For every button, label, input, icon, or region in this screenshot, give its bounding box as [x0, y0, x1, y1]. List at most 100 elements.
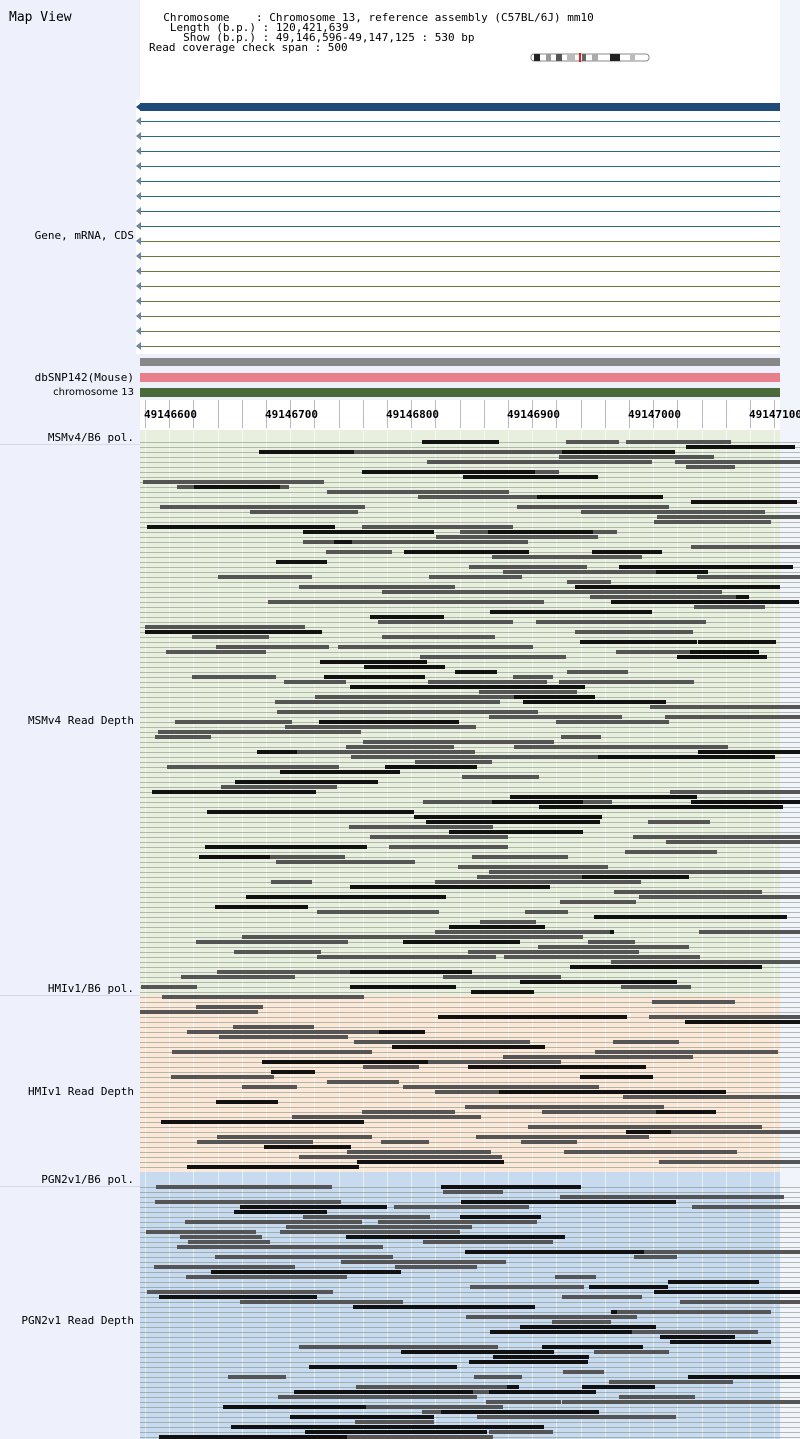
read-segment[interactable]	[566, 440, 619, 444]
read-segment[interactable]	[465, 1250, 644, 1254]
read-segment[interactable]	[625, 850, 717, 854]
read-segment[interactable]	[699, 930, 800, 934]
read-segment[interactable]	[356, 1385, 507, 1389]
read-segment[interactable]	[626, 745, 728, 749]
read-segment[interactable]	[372, 1060, 496, 1064]
read-segment[interactable]	[666, 840, 800, 844]
read-segment[interactable]	[171, 1075, 274, 1079]
transcript-line[interactable]	[140, 181, 780, 182]
read-segment[interactable]	[435, 1090, 499, 1094]
read-segment[interactable]	[240, 1300, 403, 1304]
read-segment[interactable]	[460, 1215, 541, 1219]
read-segment[interactable]	[234, 950, 321, 954]
read-segment[interactable]	[690, 650, 759, 654]
read-segment[interactable]	[292, 1115, 481, 1119]
read-segment[interactable]	[513, 675, 553, 679]
read-segment[interactable]	[140, 1010, 258, 1014]
read-segment[interactable]	[537, 495, 663, 499]
read-segment[interactable]	[472, 855, 568, 859]
read-segment[interactable]	[697, 575, 800, 579]
read-segment[interactable]	[215, 905, 308, 909]
read-segment[interactable]	[156, 1185, 332, 1189]
read-segment[interactable]	[686, 445, 795, 449]
read-segment[interactable]	[659, 1160, 800, 1164]
read-segment[interactable]	[197, 1140, 313, 1144]
read-segment[interactable]	[223, 1405, 366, 1409]
read-segment[interactable]	[353, 1305, 535, 1309]
read-segment[interactable]	[277, 710, 446, 714]
read-segment[interactable]	[382, 635, 495, 639]
transcript-line[interactable]	[140, 151, 780, 152]
read-segment[interactable]	[628, 1380, 733, 1384]
read-segment[interactable]	[492, 460, 652, 464]
read-segment[interactable]	[438, 1015, 627, 1019]
read-segment[interactable]	[613, 1090, 726, 1094]
read-segment[interactable]	[555, 1275, 596, 1279]
read-segment[interactable]	[346, 1430, 397, 1434]
read-segment[interactable]	[665, 715, 800, 719]
read-segment[interactable]	[580, 1075, 653, 1079]
read-segment[interactable]	[520, 1325, 656, 1329]
read-segment[interactable]	[613, 1040, 679, 1044]
read-segment[interactable]	[563, 1370, 604, 1374]
read-segment[interactable]	[366, 695, 514, 699]
read-segment[interactable]	[423, 1240, 553, 1244]
read-segment[interactable]	[504, 955, 641, 959]
read-segment[interactable]	[352, 540, 528, 544]
read-segment[interactable]	[474, 1285, 584, 1289]
read-segment[interactable]	[582, 1385, 655, 1389]
read-segment[interactable]	[196, 940, 348, 944]
read-segment[interactable]	[392, 1045, 545, 1049]
read-segment[interactable]	[492, 800, 583, 804]
read-segment[interactable]	[567, 580, 611, 584]
read-segment[interactable]	[349, 825, 493, 829]
read-segment[interactable]	[594, 1350, 669, 1354]
read-segment[interactable]	[698, 640, 776, 644]
read-segment[interactable]	[523, 700, 666, 704]
read-segment[interactable]	[698, 750, 800, 754]
read-segment[interactable]	[686, 465, 735, 469]
read-segment[interactable]	[245, 855, 345, 859]
read-segment[interactable]	[216, 1100, 278, 1104]
read-segment[interactable]	[194, 485, 280, 489]
read-segment[interactable]	[559, 680, 694, 684]
read-segment[interactable]	[677, 655, 767, 659]
transcript-line[interactable]	[140, 331, 780, 332]
read-segment[interactable]	[474, 1375, 522, 1379]
read-segment[interactable]	[469, 1360, 588, 1364]
read-segment[interactable]	[231, 1425, 433, 1429]
read-segment[interactable]	[520, 980, 677, 984]
read-segment[interactable]	[611, 960, 800, 964]
read-segment[interactable]	[559, 455, 714, 459]
transcript-line[interactable]	[140, 211, 780, 212]
read-segment[interactable]	[246, 895, 446, 899]
read-segment[interactable]	[586, 1200, 676, 1204]
read-segment[interactable]	[415, 760, 492, 764]
read-segment[interactable]	[503, 570, 656, 574]
read-segment[interactable]	[590, 595, 736, 599]
read-segment[interactable]	[415, 600, 544, 604]
read-segment[interactable]	[493, 1350, 554, 1354]
read-segment[interactable]	[616, 650, 728, 654]
read-segment[interactable]	[244, 810, 363, 814]
read-segment[interactable]	[338, 645, 533, 649]
read-segment[interactable]	[268, 600, 460, 604]
read-segment[interactable]	[236, 1135, 299, 1139]
read-segment[interactable]	[463, 475, 598, 479]
read-segment[interactable]	[160, 505, 365, 509]
read-segment[interactable]	[155, 1200, 341, 1204]
read-segment[interactable]	[264, 1145, 351, 1149]
read-segment[interactable]	[147, 1290, 333, 1294]
read-segment[interactable]	[240, 1205, 387, 1209]
read-segment[interactable]	[381, 935, 583, 939]
read-segment[interactable]	[403, 1085, 599, 1089]
read-segment[interactable]	[404, 550, 529, 554]
read-segment[interactable]	[688, 1375, 800, 1379]
read-segment[interactable]	[280, 770, 400, 774]
read-segment[interactable]	[394, 1205, 529, 1209]
read-segment[interactable]	[187, 1165, 359, 1169]
read-segment[interactable]	[363, 740, 554, 744]
read-segment[interactable]	[271, 1070, 315, 1074]
read-segment[interactable]	[542, 1345, 643, 1349]
read-segment[interactable]	[414, 1425, 544, 1429]
